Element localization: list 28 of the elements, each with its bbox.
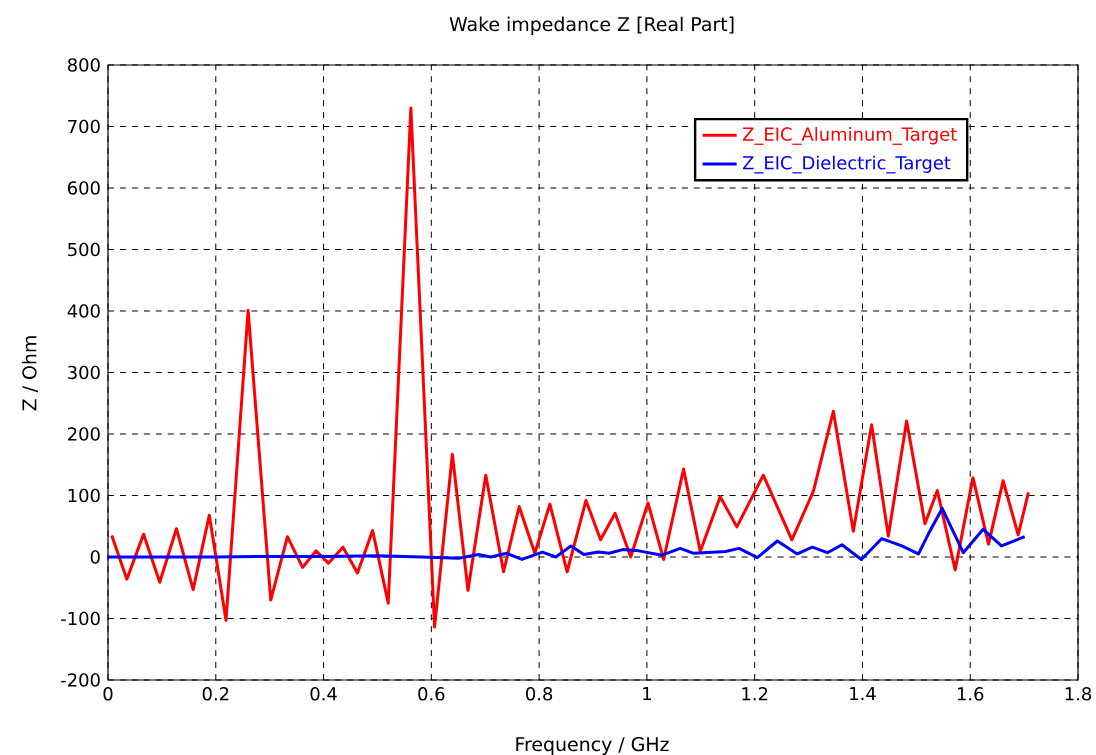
y-tick-label: 600 xyxy=(67,181,100,195)
y-tick-label: 500 xyxy=(68,242,100,257)
y-tick-label: 300 xyxy=(68,365,100,380)
y-tick-label: 800 xyxy=(67,58,100,72)
chart-title: Wake impedance Z [Real Part] xyxy=(449,16,734,35)
y-tick-label: -100 xyxy=(61,611,100,626)
x-tick-label: 0.8 xyxy=(526,687,553,701)
legend-label: Z_EIC_Dielectric_Target xyxy=(742,155,951,174)
x-tick-label: 0.2 xyxy=(202,687,229,701)
x-tick-label: 1.8 xyxy=(1065,687,1092,701)
y-tick-label: -200 xyxy=(61,673,100,687)
x-tick-label: 0 xyxy=(103,687,113,701)
legend-label: Z_EIC_Aluminum_Target xyxy=(742,127,957,145)
y-tick-label: 400 xyxy=(67,304,100,318)
line-series xyxy=(108,506,1027,561)
x-tick-label: 1.6 xyxy=(957,687,984,701)
x-tick-label: 0.4 xyxy=(310,687,337,701)
x-tick-label: 0.6 xyxy=(418,687,445,701)
y-tick-label: 0 xyxy=(90,550,100,564)
y-tick-label: 700 xyxy=(68,119,100,134)
y-tick-label: 100 xyxy=(68,488,100,503)
x-tick-label: 1.4 xyxy=(850,687,876,701)
x-tick-label: 1.2 xyxy=(742,687,768,701)
line-series xyxy=(110,106,1030,629)
y-tick-label: 200 xyxy=(68,427,100,441)
x-axis-title: Frequency / GHz xyxy=(516,736,669,755)
y-axis-title: Z / Ohm xyxy=(21,336,39,411)
x-tick-label: 1 xyxy=(643,687,651,701)
